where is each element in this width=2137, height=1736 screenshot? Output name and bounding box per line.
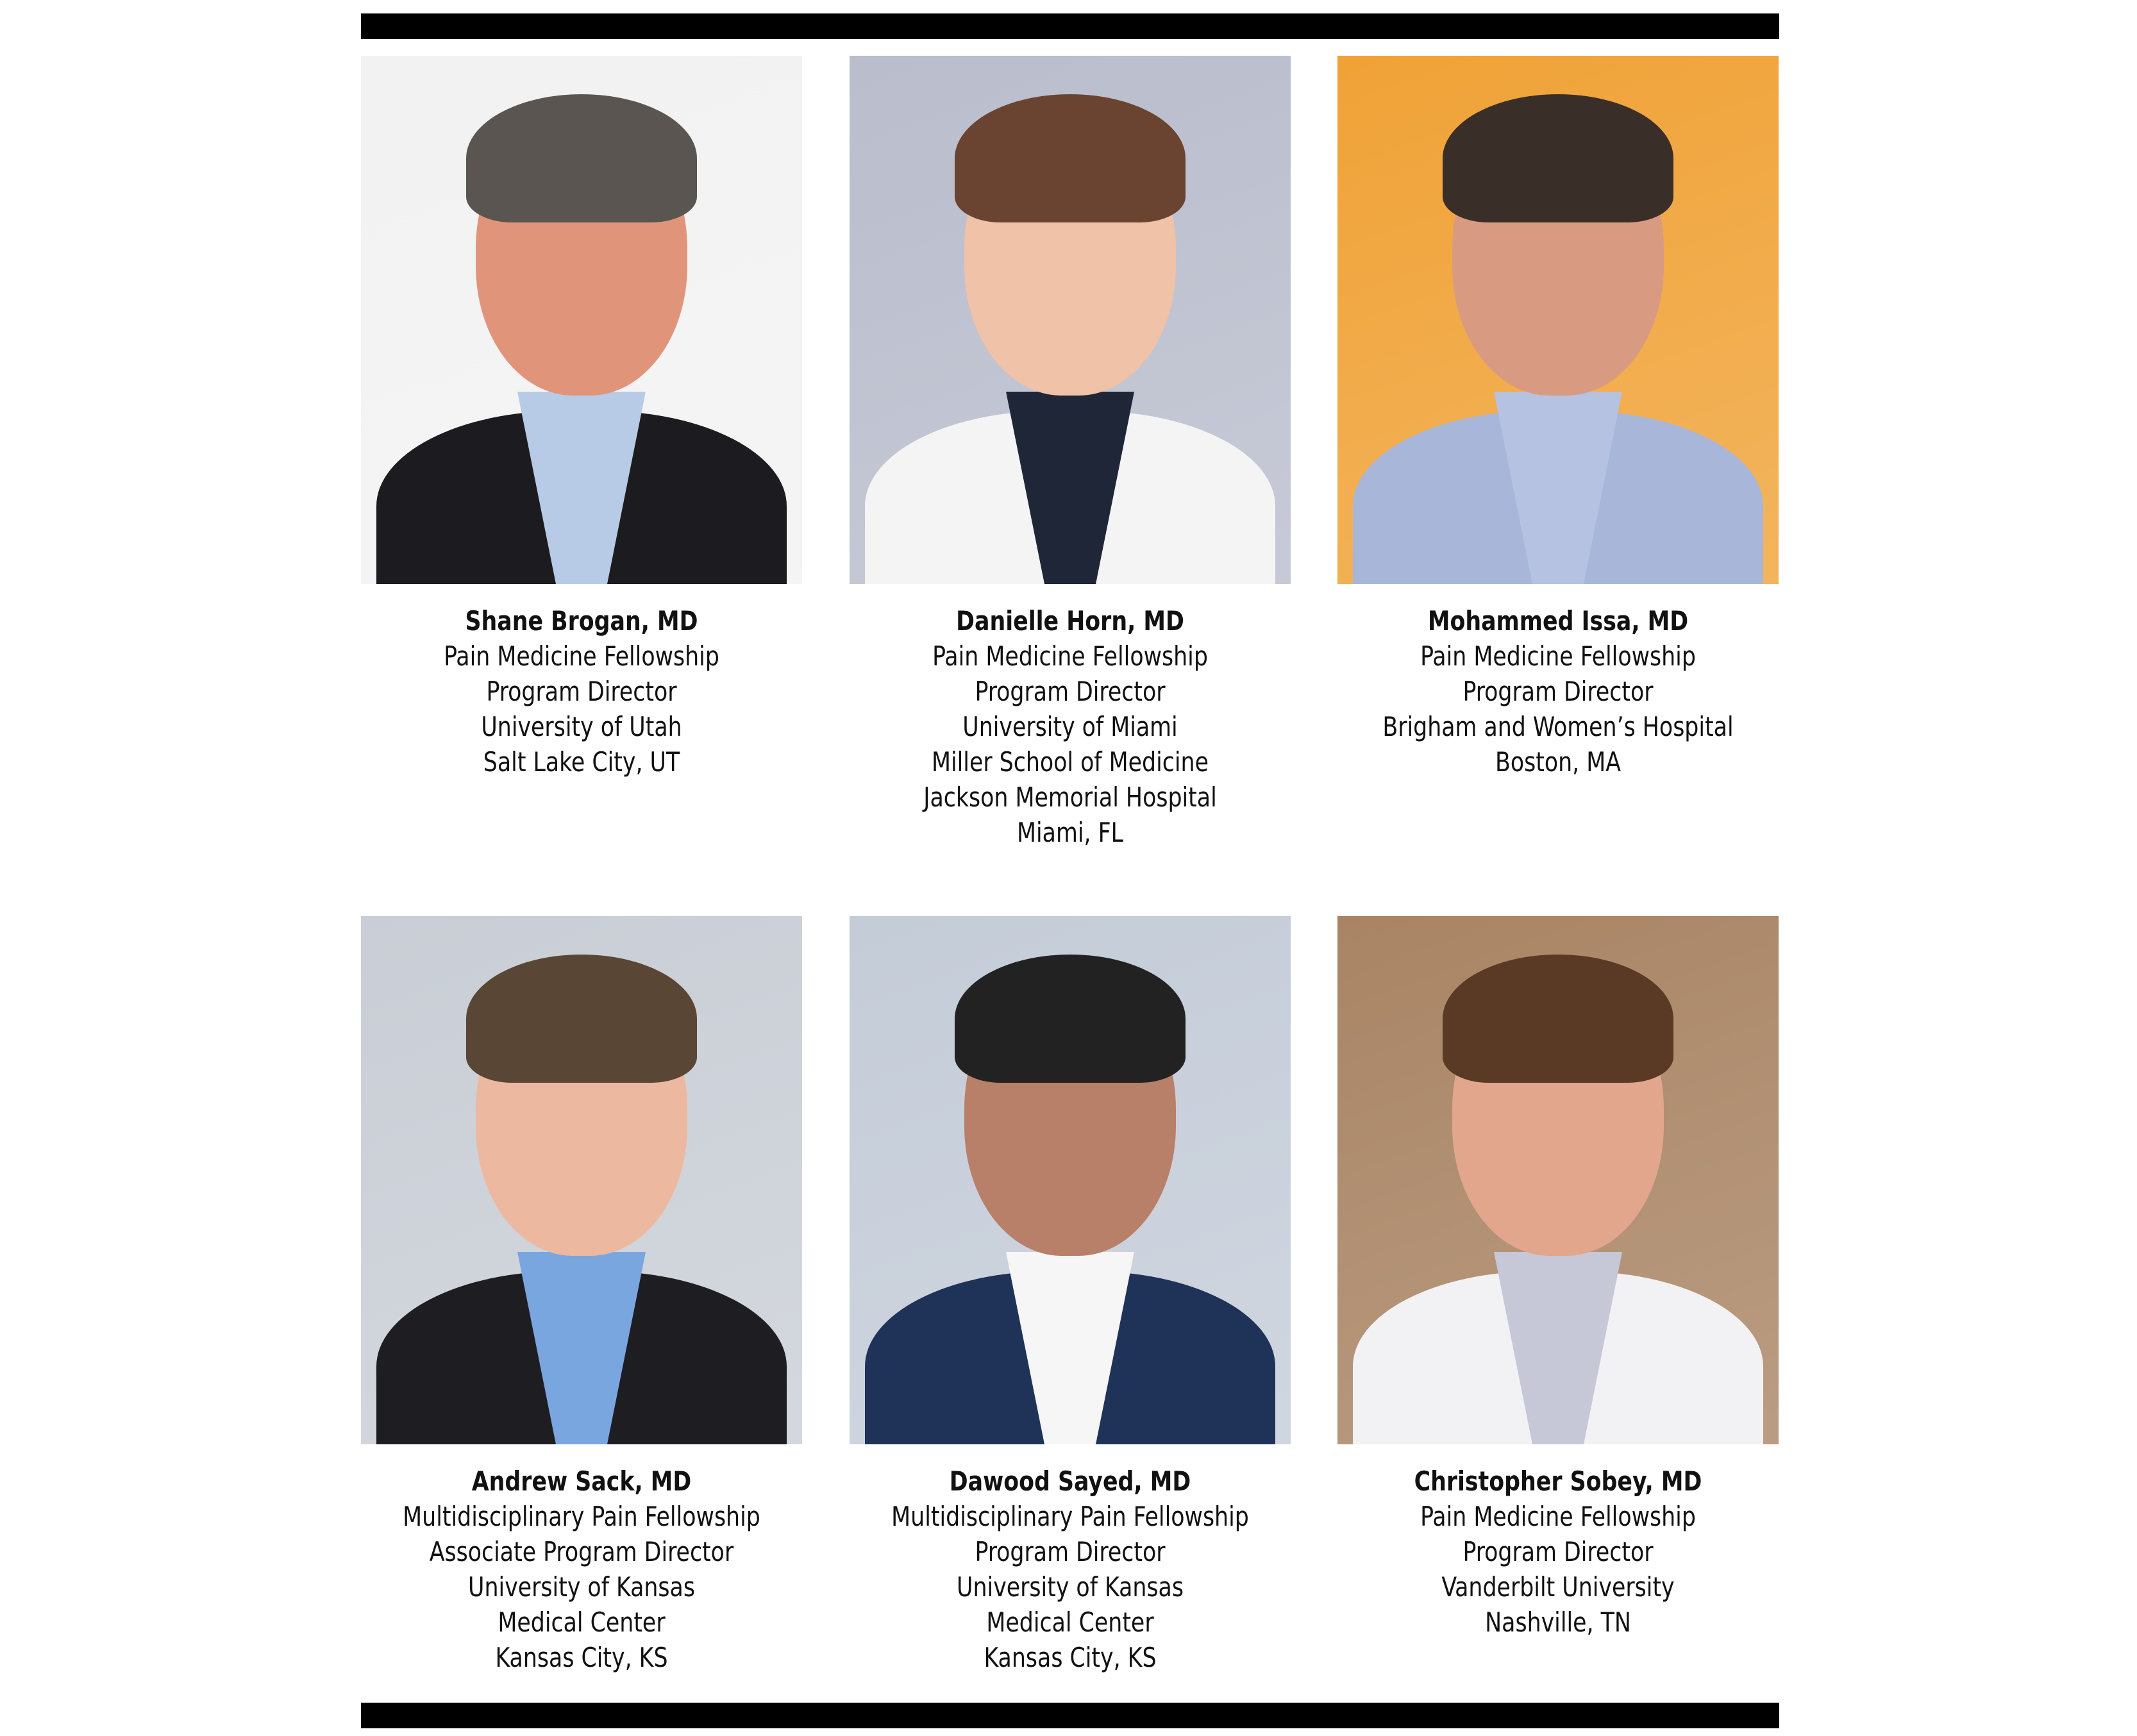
faculty-detail-line: University of Utah bbox=[481, 711, 682, 742]
portrait-hair bbox=[955, 94, 1186, 222]
faculty-name: Mohammed Issa, MD bbox=[1427, 605, 1689, 637]
faculty-detail-line: University of Miami bbox=[962, 711, 1178, 742]
faculty-detail-line: Program Director bbox=[1462, 676, 1654, 707]
faculty-name: Danielle Horn, MD bbox=[956, 605, 1184, 637]
portrait-hair bbox=[466, 94, 697, 222]
faculty-detail-line: Boston, MA bbox=[1495, 746, 1621, 778]
portrait-hair bbox=[1443, 94, 1673, 222]
faculty-detail-line: Jackson Memorial Hospital bbox=[923, 781, 1217, 813]
faculty-detail-line: Associate Program Director bbox=[429, 1536, 734, 1567]
faculty-caption: Andrew Sack, MD Multidisciplinary Pain Fe… bbox=[379, 1464, 785, 1675]
faculty-detail-line: Nashville, TN bbox=[1485, 1607, 1631, 1638]
faculty-detail-line: Program Director bbox=[486, 676, 677, 707]
faculty-card: Mohammed Issa, MD Pain Medicine Fellowshi… bbox=[1337, 56, 1779, 780]
faculty-detail-line: Pain Medicine Fellowship bbox=[444, 640, 719, 672]
portrait-photo bbox=[1337, 916, 1779, 1444]
faculty-detail-line: Medical Center bbox=[986, 1607, 1154, 1638]
faculty-card: Christopher Sobey, MD Pain Medicine Fello… bbox=[1337, 916, 1779, 1640]
faculty-detail-line: Pain Medicine Fellowship bbox=[932, 640, 1208, 672]
portrait-hair bbox=[466, 955, 697, 1083]
faculty-detail-line: University of Kansas bbox=[468, 1571, 695, 1603]
top-rule bbox=[361, 13, 1779, 39]
faculty-detail-line: Multidisciplinary Pain Fellowship bbox=[403, 1501, 760, 1532]
faculty-name: Andrew Sack, MD bbox=[471, 1465, 692, 1497]
faculty-detail-line: Pain Medicine Fellowship bbox=[1420, 640, 1696, 672]
portrait-photo bbox=[850, 916, 1291, 1444]
faculty-caption: Christopher Sobey, MD Pain Medicine Fello… bbox=[1355, 1464, 1761, 1640]
faculty-name: Christopher Sobey, MD bbox=[1414, 1465, 1702, 1497]
portrait-photo bbox=[361, 916, 802, 1444]
faculty-detail-line: Kansas City, KS bbox=[984, 1642, 1157, 1673]
faculty-caption: Mohammed Issa, MD Pain Medicine Fellowshi… bbox=[1355, 603, 1761, 780]
faculty-name: Dawood Sayed, MD bbox=[949, 1465, 1191, 1497]
faculty-card: Andrew Sack, MD Multidisciplinary Pain Fe… bbox=[361, 916, 802, 1675]
portrait-hair bbox=[955, 955, 1186, 1083]
portrait-photo bbox=[850, 56, 1291, 584]
faculty-name: Shane Brogan, MD bbox=[465, 605, 698, 637]
faculty-caption: Shane Brogan, MD Pain Medicine Fellowship… bbox=[379, 603, 785, 780]
faculty-card: Shane Brogan, MD Pain Medicine Fellowship… bbox=[361, 56, 802, 780]
bottom-rule bbox=[361, 1703, 1779, 1728]
faculty-detail-line: Multidisciplinary Pain Fellowship bbox=[891, 1501, 1249, 1532]
faculty-detail-line: Brigham and Women’s Hospital bbox=[1382, 711, 1734, 742]
faculty-detail-line: Miller School of Medicine bbox=[931, 746, 1209, 778]
faculty-caption: Danielle Horn, MD Pain Medicine Fellowshi… bbox=[867, 603, 1273, 850]
faculty-detail-line: Pain Medicine Fellowship bbox=[1420, 1501, 1696, 1532]
faculty-detail-line: Program Director bbox=[975, 676, 1166, 707]
portrait-photo bbox=[361, 56, 802, 584]
faculty-detail-line: Vanderbilt University bbox=[1441, 1571, 1675, 1603]
faculty-detail-line: Program Director bbox=[1462, 1536, 1654, 1567]
faculty-detail-line: Salt Lake City, UT bbox=[483, 746, 680, 778]
faculty-detail-line: Program Director bbox=[975, 1536, 1166, 1567]
faculty-caption: Dawood Sayed, MD Multidisciplinary Pain F… bbox=[867, 1464, 1273, 1675]
portrait-hair bbox=[1443, 955, 1673, 1083]
faculty-detail-line: Medical Center bbox=[498, 1607, 666, 1638]
faculty-detail-line: Miami, FL bbox=[1017, 817, 1123, 848]
faculty-detail-line: Kansas City, KS bbox=[495, 1642, 668, 1673]
portrait-photo bbox=[1337, 56, 1779, 584]
faculty-card: Dawood Sayed, MD Multidisciplinary Pain F… bbox=[850, 916, 1291, 1675]
faculty-card: Danielle Horn, MD Pain Medicine Fellowshi… bbox=[850, 56, 1291, 850]
faculty-detail-line: University of Kansas bbox=[957, 1571, 1184, 1603]
